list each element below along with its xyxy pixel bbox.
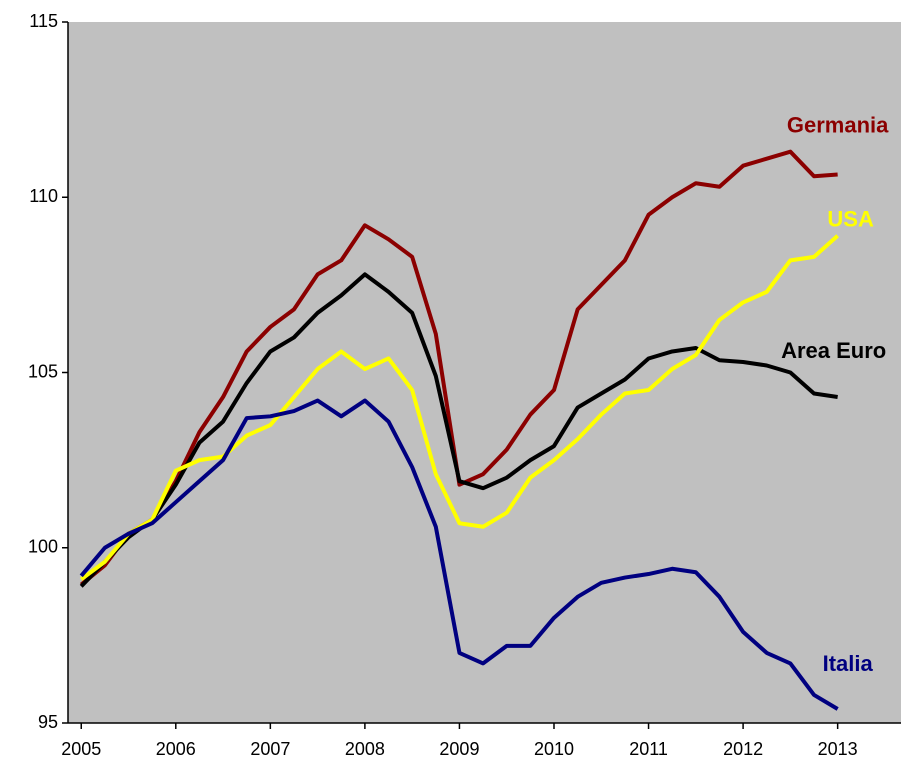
series-label: Area Euro [781,338,886,363]
x-tick-label: 2008 [345,739,385,759]
y-tick-label: 110 [29,186,58,206]
plot-area [68,22,901,723]
x-tick-label: 2011 [629,739,668,759]
x-tick-label: 2009 [439,739,479,759]
x-tick-label: 2012 [723,739,763,759]
y-tick-label: 100 [28,537,58,557]
series-line [79,149,838,587]
series-label: Italia [823,651,874,676]
x-tick-label: 2010 [534,739,574,759]
series-label: Germania [787,112,889,137]
y-tick-label: 95 [38,712,58,732]
series-line [79,272,838,588]
series-line [79,398,839,711]
x-tick-label: 2007 [250,739,290,759]
y-tick-label: 115 [29,11,58,31]
y-tick-label: 105 [28,361,58,381]
x-tick-label: 2005 [61,739,101,759]
series-label: USA [827,207,874,232]
x-tick-label: 2006 [156,739,196,759]
x-tick-label: 2013 [818,739,858,759]
series-line [80,234,839,581]
